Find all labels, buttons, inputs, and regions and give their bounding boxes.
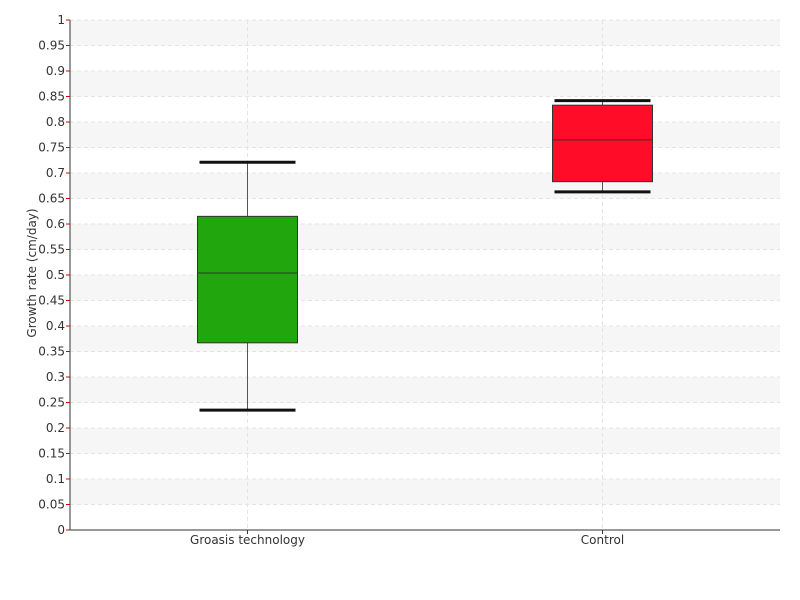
y-axis-ticks: 0 0.05 0.1 0.15 0.2 0.25 0.3 0.35 0.4 0.45 0.5 0.55… — [38, 13, 70, 537]
plot-band — [70, 173, 780, 199]
y-tick-label: 0.25 — [38, 396, 65, 410]
grid-lines — [70, 19, 780, 530]
y-tick-label: 0.3 — [46, 370, 65, 384]
y-tick-label: 0.7 — [46, 166, 65, 180]
x-tick-label: Groasis technology — [190, 533, 305, 547]
y-tick-label: 0 — [57, 523, 65, 537]
plot-band — [70, 275, 780, 301]
y-tick-label: 0.1 — [46, 472, 65, 486]
y-tick-label: 0.65 — [38, 192, 65, 206]
plot-band — [70, 428, 780, 454]
y-tick-label: 0.6 — [46, 217, 65, 231]
plot-band — [70, 122, 780, 148]
plot-bands — [70, 20, 780, 505]
y-tick-label: 0.95 — [38, 39, 65, 53]
plot-band — [70, 326, 780, 352]
y-tick-label: 0.5 — [46, 268, 65, 282]
y-tick-label: 0.35 — [38, 345, 65, 359]
plot-band — [70, 479, 780, 505]
x-axis-ticks: Groasis technology Control — [190, 530, 624, 547]
y-tick-label: 0.85 — [38, 90, 65, 104]
plot-band — [70, 71, 780, 97]
boxes — [197, 99, 653, 412]
y-tick-label: 0.05 — [38, 498, 65, 512]
y-tick-label: 1 — [57, 13, 65, 27]
y-tick-label: 0.9 — [46, 64, 65, 78]
plot-band — [70, 377, 780, 403]
x-tick-label: Control — [581, 533, 624, 547]
y-axis-title: Growth rate (cm/day) — [25, 208, 39, 337]
box-iqr — [552, 104, 653, 183]
y-tick-label: 0.45 — [38, 294, 65, 308]
y-tick-label: 0.4 — [46, 319, 65, 333]
y-tick-label: 0.75 — [38, 141, 65, 155]
plot-band — [70, 20, 780, 46]
box-iqr — [197, 215, 298, 344]
y-tick-label: 0.2 — [46, 421, 65, 435]
y-tick-label: 0.8 — [46, 115, 65, 129]
y-tick-label: 0.15 — [38, 447, 65, 461]
y-tick-label: 0.55 — [38, 243, 65, 257]
plot-band — [70, 224, 780, 250]
